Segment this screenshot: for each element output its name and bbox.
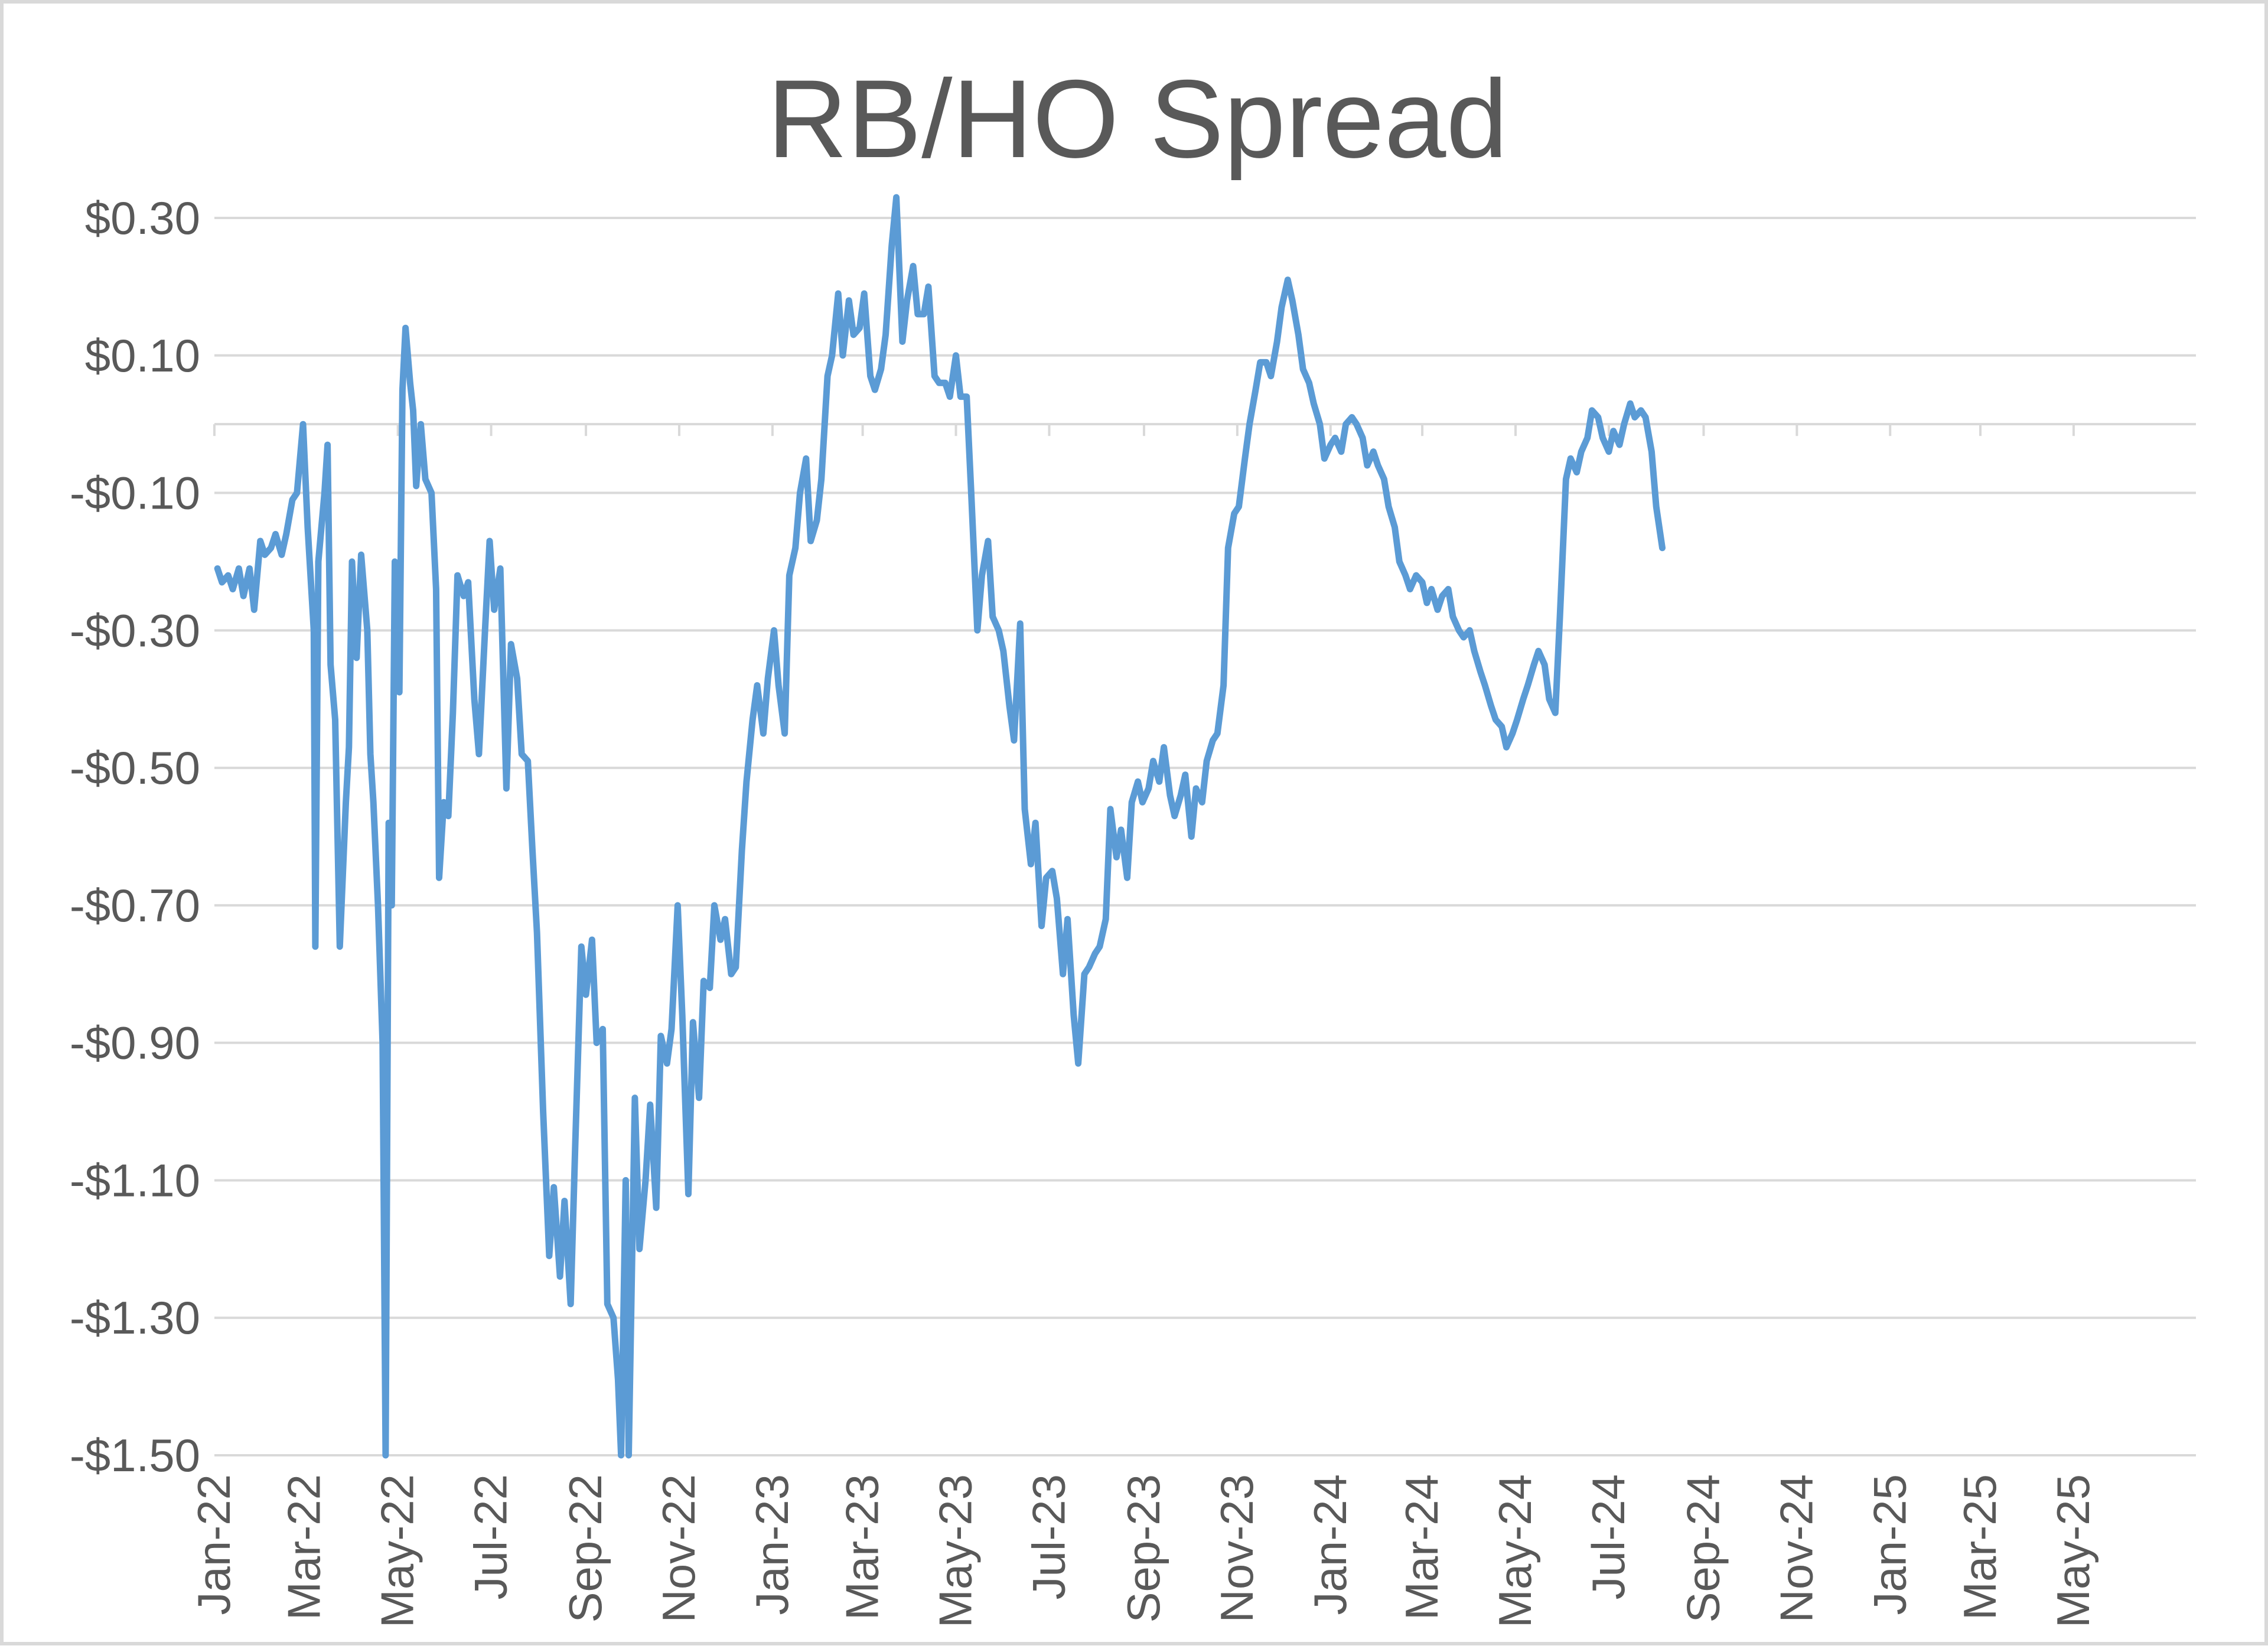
x-tick-label: Jan-22 <box>188 1474 240 1615</box>
x-tick-label: Nov-23 <box>1211 1474 1263 1622</box>
y-tick-label: -$1.50 <box>70 1429 200 1481</box>
x-tick-label: Nov-24 <box>1770 1474 1822 1622</box>
x-tick-label: May-22 <box>372 1474 423 1628</box>
x-tick-label: May-25 <box>2047 1474 2099 1628</box>
x-tick-label: May-24 <box>1489 1474 1541 1628</box>
y-tick-label: -$1.30 <box>70 1292 200 1344</box>
x-tick-label: Jul-22 <box>465 1474 517 1599</box>
x-tick-label: Nov-22 <box>653 1474 705 1622</box>
chart-title: RB/HO Spread <box>767 57 1508 181</box>
gridlines <box>214 217 2196 1456</box>
y-tick-label: $0.10 <box>85 330 200 382</box>
x-tick-label: Mar-23 <box>836 1474 888 1620</box>
x-tick-label: Mar-22 <box>278 1474 330 1620</box>
x-tick-label: Mar-25 <box>1954 1474 2006 1620</box>
rb-ho-spread-chart: RB/HO Spread $0.30 $0.10 -$0.10 -$0.30 -$0.5… <box>70 57 2196 1628</box>
series-layer <box>214 194 1666 1459</box>
y-tick-label: -$1.10 <box>70 1154 200 1206</box>
x-tick-label: May-23 <box>930 1474 982 1628</box>
x-tick-label: Jan-23 <box>746 1474 798 1615</box>
x-tick-label: Sep-23 <box>1117 1474 1169 1623</box>
y-tick-label: -$0.30 <box>70 604 200 656</box>
y-axis-tick-labels: $0.30 $0.10 -$0.10 -$0.30 -$0.50 -$0.70 -$0.90… <box>70 192 200 1481</box>
y-tick-label: -$0.50 <box>70 742 200 794</box>
y-tick-label: -$0.90 <box>70 1017 200 1069</box>
y-tick-label: -$0.10 <box>70 467 200 519</box>
spread-series-line <box>214 194 1666 1459</box>
y-tick-label: -$0.70 <box>70 879 200 931</box>
x-tick-label: Sep-22 <box>559 1474 611 1623</box>
x-axis <box>213 423 2196 436</box>
x-tick-label: Jan-24 <box>1304 1474 1356 1615</box>
x-tick-label: Jan-25 <box>1863 1474 1915 1615</box>
x-tick-label: Mar-24 <box>1396 1474 1448 1620</box>
x-tick-label: Sep-24 <box>1677 1474 1729 1623</box>
x-axis-tick-labels: Jan-22 Mar-22 May-22 Jul-22 Sep-22 Nov-22 Jan-… <box>188 1474 2099 1628</box>
y-tick-label: $0.30 <box>85 192 200 244</box>
x-tick-label: Jul-23 <box>1022 1474 1074 1599</box>
x-tick-label: Jul-24 <box>1582 1474 1634 1599</box>
